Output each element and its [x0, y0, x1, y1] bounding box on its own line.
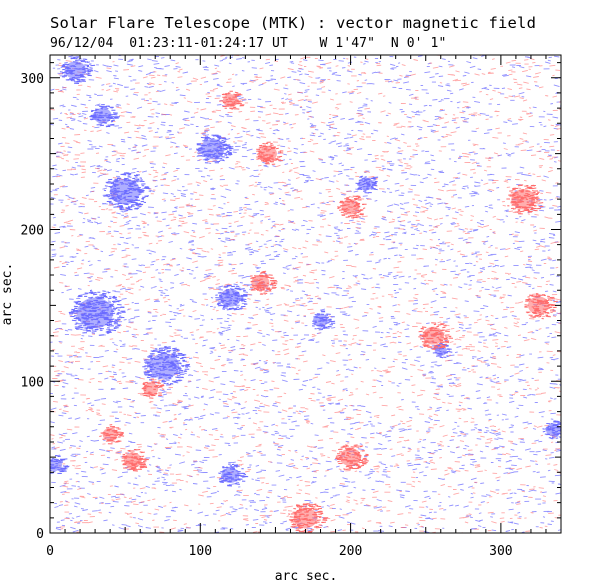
background-positive-vectors: [50, 55, 561, 533]
x-tick-label: 0: [46, 544, 54, 559]
y-tick-label: 300: [21, 72, 44, 87]
positive-polarity-spot: [524, 293, 558, 320]
negative-polarity-spot: [311, 310, 336, 331]
tick-marks: [49, 55, 562, 534]
chart-subtitle: 96/12/04 01:23:11-01:24:17 UT W 1'47" N …: [50, 36, 446, 51]
positive-polarity-spot: [506, 184, 544, 215]
positive-polarity-spot: [141, 378, 165, 399]
x-axis-label: arc sec.: [275, 569, 338, 584]
positive-polarity-spot: [219, 90, 245, 110]
x-tick-label: 100: [189, 544, 212, 559]
negative-polarity-spot: [142, 346, 191, 386]
positive-polarity-spot: [256, 141, 284, 165]
negative-polarity-spot: [68, 289, 126, 336]
chart-title: Solar Flare Telescope (MTK) : vector mag…: [50, 14, 537, 32]
axis-ticks: [49, 55, 562, 534]
negative-polarity-spot: [542, 420, 561, 440]
positive-polarity-spot: [337, 195, 367, 219]
y-axis-label: arc sec.: [0, 263, 15, 326]
negative-polarity-spot: [103, 172, 151, 211]
vector-field-layer: [50, 55, 561, 533]
observation-position: W 1'47" N 0' 1": [319, 36, 447, 51]
x-tick-label: 300: [489, 544, 512, 559]
negative-polarity-spot: [432, 342, 453, 359]
observation-time-range: 01:23:11-01:24:17 UT: [129, 36, 288, 51]
negative-polarity-spot: [89, 104, 120, 128]
axis-tick-labels: 0 100 200 300 0 100 200 300: [21, 72, 513, 559]
positive-polarity-spot: [288, 503, 329, 533]
negative-polarity-spot: [218, 463, 249, 487]
positive-polarity-spot: [121, 449, 149, 472]
observation-date: 96/12/04: [50, 36, 114, 51]
y-tick-label: 0: [36, 527, 44, 542]
negative-polarity-spot: [355, 175, 379, 194]
positive-polarity-spot: [99, 424, 125, 445]
y-tick-label: 100: [21, 375, 44, 390]
negative-polarity-spot: [59, 56, 96, 84]
negative-polarity-spot: [196, 134, 234, 164]
y-tick-label: 200: [21, 224, 44, 239]
negative-polarity-spot: [50, 455, 70, 474]
positive-polarity-spot: [250, 270, 278, 295]
positive-polarity-spot: [418, 322, 454, 350]
x-tick-label: 200: [339, 544, 362, 559]
positive-polarity-spot: [335, 444, 369, 470]
negative-polarity-spot: [215, 284, 248, 311]
